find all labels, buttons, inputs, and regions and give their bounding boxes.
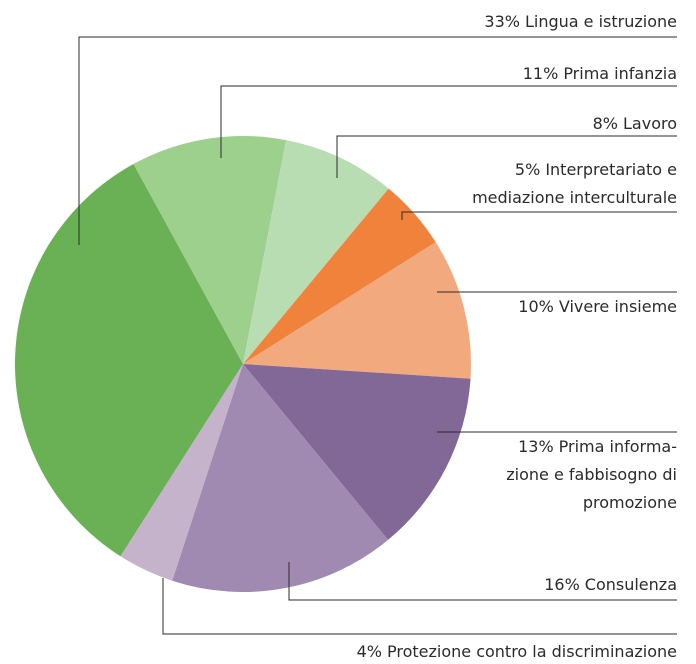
pie-slice <box>120 364 243 581</box>
category-label: Protezione contro la discriminazione <box>387 642 677 661</box>
value-label: 11% <box>523 64 559 83</box>
leader-line <box>78 36 677 245</box>
leader-line <box>401 211 677 220</box>
slice-label: 11% Prima infanzia <box>523 64 677 83</box>
leader-line <box>220 85 677 158</box>
value-label: 5% <box>515 160 540 179</box>
pie-slice <box>243 188 436 364</box>
pie-slice <box>243 364 471 540</box>
category-label: mediazione interculturale <box>472 188 677 207</box>
slice-label: 33% Lingua e istruzione <box>484 12 677 31</box>
category-label: promozione <box>583 493 677 512</box>
category-label: Consulenza <box>585 575 677 594</box>
pie-slice <box>243 140 389 364</box>
category-label: Vivere insieme <box>559 297 677 316</box>
category-label: zione e fabbisogno di <box>506 465 677 484</box>
category-label: Lavoro <box>623 114 677 133</box>
pie-slice <box>14 164 243 557</box>
slice-label: 5% Interpretariato e mediazione intercultu… <box>472 160 677 207</box>
category-label: Prima informa- <box>559 437 677 456</box>
category-label: Lingua e istruzione <box>525 12 677 31</box>
value-label: 16% <box>544 575 580 594</box>
pie-slice <box>243 242 471 379</box>
slice-label: 8% Lavoro <box>593 114 677 133</box>
slice-label: 10% Vivere insieme <box>518 297 677 316</box>
leader-line <box>336 135 677 178</box>
value-label: 13% <box>518 437 554 456</box>
category-label: Prima infanzia <box>563 64 677 83</box>
slice-label: 16% Consulenza <box>544 575 677 594</box>
pie-slice <box>172 364 389 592</box>
pie-slice <box>133 136 287 364</box>
value-label: 8% <box>593 114 618 133</box>
slice-label: 4% Protezione contro la discriminazione <box>357 642 677 661</box>
value-label: 4% <box>357 642 382 661</box>
leader-line <box>162 578 677 635</box>
value-label: 33% <box>484 12 520 31</box>
value-label: 10% <box>518 297 554 316</box>
slice-label: 13% Prima informa-zione e fabbisogno di pr… <box>506 437 677 512</box>
leader-line <box>288 562 677 601</box>
category-label: Interpretariato e <box>545 160 677 179</box>
